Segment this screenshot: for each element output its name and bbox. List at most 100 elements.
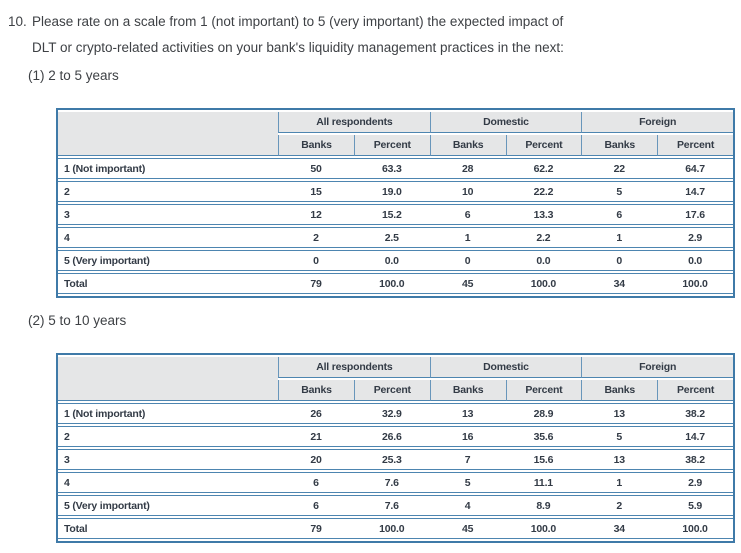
value-cell: 45 xyxy=(429,273,506,294)
value-cell: 15.6 xyxy=(505,449,582,470)
col-header-percent: Percent xyxy=(353,380,430,401)
sub-header-row: Banks Percent Banks Percent Banks Percen… xyxy=(58,380,733,401)
row-label-cell: 2 xyxy=(58,181,279,202)
table-wrapper-1: All respondents Domestic Foreign Banks P… xyxy=(56,108,735,298)
value-cell: 22.2 xyxy=(505,181,582,202)
value-cell: 2.5 xyxy=(353,227,430,248)
value-cell: 0 xyxy=(278,250,354,271)
value-cell: 0.0 xyxy=(657,250,733,271)
value-cell: 7.6 xyxy=(353,472,430,493)
value-cell: 0.0 xyxy=(353,250,430,271)
value-cell: 8.9 xyxy=(505,495,582,516)
value-cell: 50 xyxy=(278,158,354,179)
value-cell: 7.6 xyxy=(353,495,430,516)
row-label-cell: 3 xyxy=(58,204,279,225)
row-label-cell: 1 (Not important) xyxy=(58,158,279,179)
col-header-banks: Banks xyxy=(581,380,658,401)
value-cell: 35.6 xyxy=(505,426,582,447)
section-2-to-5-years: (1) 2 to 5 years All respondents Domesti… xyxy=(8,67,737,298)
value-cell: 100.0 xyxy=(505,273,582,294)
impact-table-5-10-years: All respondents Domestic Foreign Banks P… xyxy=(58,355,733,541)
row-label-cell: 5 (Very important) xyxy=(58,495,279,516)
col-header-percent: Percent xyxy=(353,135,430,156)
value-cell: 0 xyxy=(429,250,506,271)
table-row: 3 12 15.2 6 13.3 6 17.6 xyxy=(58,204,733,225)
value-cell: 2 xyxy=(581,495,658,516)
col-header-banks: Banks xyxy=(581,135,658,156)
value-cell: 13 xyxy=(581,449,658,470)
value-cell: 12 xyxy=(278,204,354,225)
value-cell: 1 xyxy=(581,472,658,493)
row-label-cell: 2 xyxy=(58,426,279,447)
empty-corner-cell xyxy=(58,357,279,401)
value-cell: 4 xyxy=(429,495,506,516)
value-cell: 1 xyxy=(581,227,658,248)
value-cell: 100.0 xyxy=(657,273,733,294)
value-cell: 63.3 xyxy=(353,158,430,179)
table-row: 1 (Not important) 50 63.3 28 62.2 22 64.7 xyxy=(58,158,733,179)
row-label-cell: 4 xyxy=(58,227,279,248)
value-cell: 2.2 xyxy=(505,227,582,248)
value-cell: 13 xyxy=(429,403,506,424)
empty-corner-cell xyxy=(58,112,279,156)
table-row: Total 79 100.0 45 100.0 34 100.0 xyxy=(58,273,733,294)
value-cell: 1 xyxy=(429,227,506,248)
table-body: 1 (Not important) 50 63.3 28 62.2 22 64.7 2 15 19… xyxy=(58,158,733,294)
col-header-banks: Banks xyxy=(429,135,506,156)
col-header-percent: Percent xyxy=(505,380,582,401)
value-cell: 6 xyxy=(278,495,354,516)
row-label-cell: Total xyxy=(58,518,279,539)
value-cell: 6 xyxy=(278,472,354,493)
value-cell: 38.2 xyxy=(657,449,733,470)
value-cell: 22 xyxy=(581,158,658,179)
value-cell: 100.0 xyxy=(505,518,582,539)
col-header-banks: Banks xyxy=(278,380,354,401)
question-text: Please rate on a scale from 1 (not impor… xyxy=(32,9,737,61)
question-block: 10. Please rate on a scale from 1 (not i… xyxy=(8,9,737,61)
value-cell: 21 xyxy=(278,426,354,447)
value-cell: 34 xyxy=(581,273,658,294)
group-header-all-respondents: All respondents xyxy=(278,357,430,378)
table-header: All respondents Domestic Foreign Banks P… xyxy=(58,112,733,156)
group-header-domestic: Domestic xyxy=(429,357,582,378)
value-cell: 15 xyxy=(278,181,354,202)
value-cell: 2.9 xyxy=(657,227,733,248)
value-cell: 45 xyxy=(429,518,506,539)
value-cell: 20 xyxy=(278,449,354,470)
value-cell: 26.6 xyxy=(353,426,430,447)
question-line-2: DLT or crypto-related activities on your… xyxy=(32,40,564,55)
table-row: 1 (Not important) 26 32.9 13 28.9 13 38.2 xyxy=(58,403,733,424)
value-cell: 25.3 xyxy=(353,449,430,470)
group-header-foreign: Foreign xyxy=(581,357,733,378)
value-cell: 28 xyxy=(429,158,506,179)
value-cell: 2.9 xyxy=(657,472,733,493)
question-number: 10. xyxy=(8,14,27,29)
value-cell: 64.7 xyxy=(657,158,733,179)
value-cell: 62.2 xyxy=(505,158,582,179)
col-header-percent: Percent xyxy=(505,135,582,156)
row-label-cell: Total xyxy=(58,273,279,294)
table-row: 5 (Very important) 6 7.6 4 8.9 2 5.9 xyxy=(58,495,733,516)
table-row: 3 20 25.3 7 15.6 13 38.2 xyxy=(58,449,733,470)
section-label-2: (2) 5 to 10 years xyxy=(28,313,127,328)
table-header: All respondents Domestic Foreign Banks P… xyxy=(58,357,733,401)
table-row: 5 (Very important) 0 0.0 0 0.0 0 0.0 xyxy=(58,250,733,271)
value-cell: 26 xyxy=(278,403,354,424)
value-cell: 100.0 xyxy=(353,518,430,539)
value-cell: 6 xyxy=(429,204,506,225)
value-cell: 34 xyxy=(581,518,658,539)
value-cell: 38.2 xyxy=(657,403,733,424)
group-header-row: All respondents Domestic Foreign xyxy=(58,357,733,401)
value-cell: 14.7 xyxy=(657,426,733,447)
value-cell: 5 xyxy=(581,426,658,447)
table-row: Total 79 100.0 45 100.0 34 100.0 xyxy=(58,518,733,539)
value-cell: 0.0 xyxy=(505,250,582,271)
value-cell: 2 xyxy=(278,227,354,248)
value-cell: 5 xyxy=(429,472,506,493)
col-header-percent: Percent xyxy=(657,135,733,156)
group-header-row: All respondents Domestic Foreign xyxy=(58,112,733,156)
section-5-to-10-years: (2) 5 to 10 years All respondents Domest… xyxy=(8,312,737,543)
question-line-1: Please rate on a scale from 1 (not impor… xyxy=(32,14,564,29)
row-label-cell: 4 xyxy=(58,472,279,493)
